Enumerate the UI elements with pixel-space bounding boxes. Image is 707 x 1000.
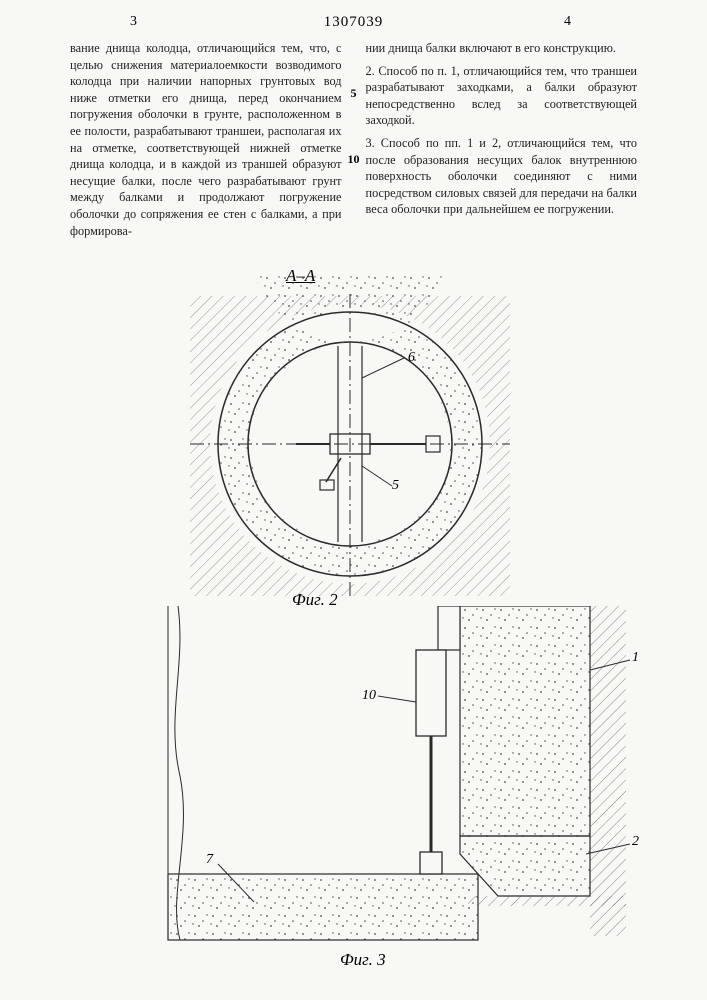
page: 1307039 3 4 5 10 вание днища колодца, от…: [0, 0, 707, 1000]
right-column: нии днища балки включают в его конструкц…: [366, 40, 638, 239]
bottom-slab: [168, 874, 478, 940]
soil-under-shoe: [468, 896, 626, 906]
right-col-p2: 2. Способ по п. 1, отличающийся тем, что…: [366, 63, 638, 129]
figure-3-svg: [30, 606, 670, 976]
callout-2: 2: [632, 834, 639, 850]
page-col-left: 3: [130, 14, 137, 30]
right-col-p1: нии днища балки включают в его конструкц…: [366, 40, 638, 57]
text-columns: вание днища колодца, отличающийся тем, ч…: [70, 40, 637, 239]
callout-10: 10: [362, 688, 376, 704]
callout-1: 1: [632, 650, 639, 666]
wall-ledge: [438, 606, 460, 650]
callout-5: 5: [392, 478, 399, 494]
jack-foot: [420, 852, 442, 874]
callout-6: 6: [408, 350, 415, 366]
left-column: вание днища колодца, отличающийся тем, ч…: [70, 40, 342, 239]
right-col-p3: 3. Способ по пп. 1 и 2, отличающийся тем…: [366, 135, 638, 218]
left-column-text: вание днища колодца, отличающийся тем, ч…: [70, 41, 342, 238]
figures-area: А–А: [0, 270, 707, 1000]
wall-upper: [460, 606, 590, 836]
figure-2-svg: [30, 274, 670, 614]
callout-7: 7: [206, 852, 213, 868]
patent-number: 1307039: [324, 14, 384, 31]
jack-body: [416, 650, 446, 736]
page-col-right: 4: [564, 14, 571, 30]
wall-shoe: [460, 836, 590, 896]
fig3-label: Фиг. 3: [340, 950, 386, 970]
soil-right: [590, 606, 626, 936]
leader-10: [378, 696, 416, 702]
